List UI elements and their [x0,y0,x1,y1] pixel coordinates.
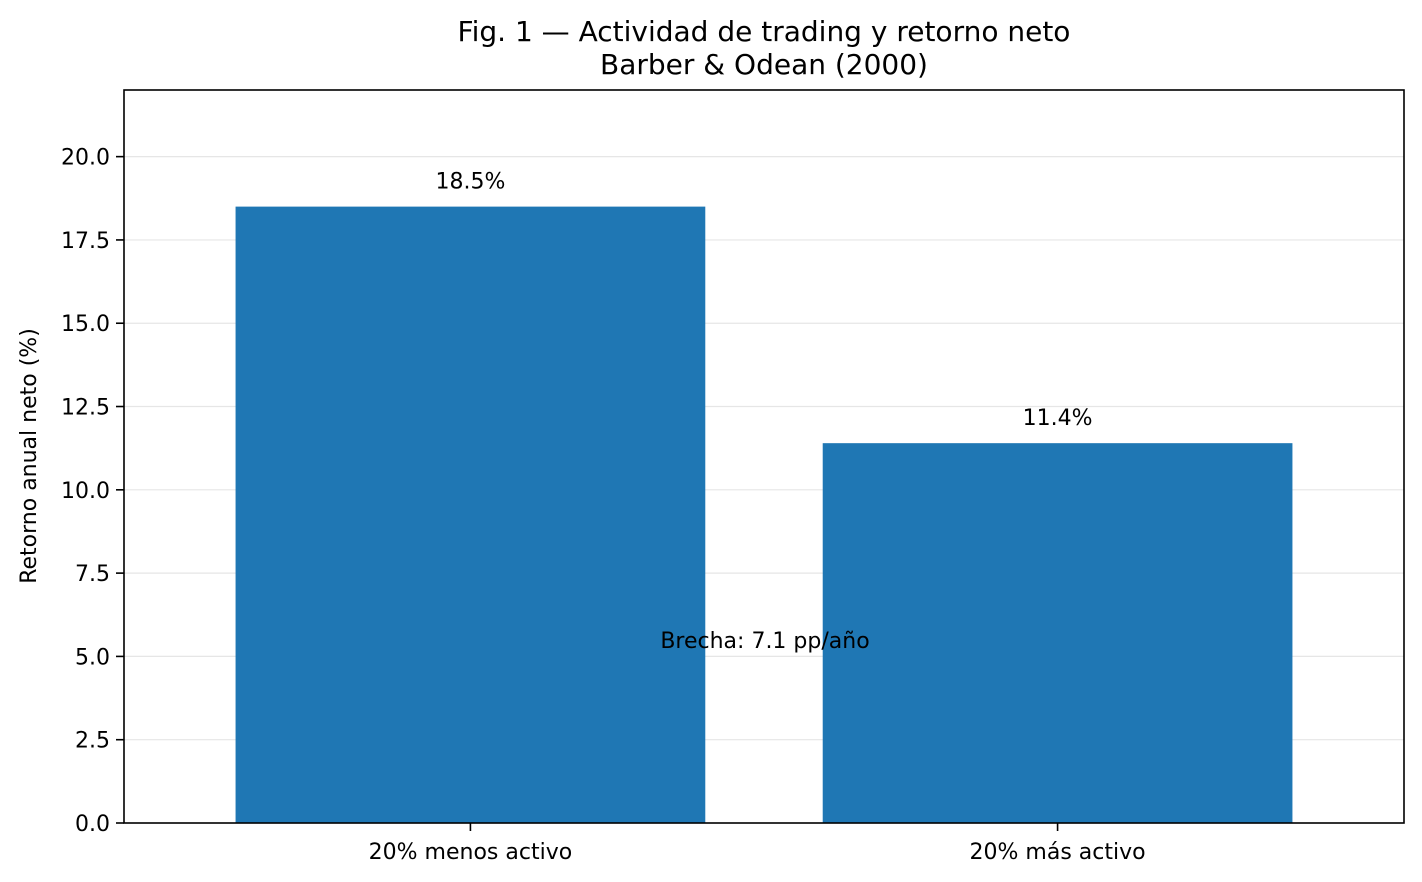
x-tick-label: 20% más activo [970,840,1146,865]
x-tick-label: 20% menos activo [369,840,573,865]
bar-value-label: 11.4% [1023,406,1093,431]
y-tick-label: 15.0 [61,312,110,337]
x-axis: 20% menos activo 20% más activo [369,823,1146,865]
plot-frame [123,89,1405,824]
gap-annotation: Brecha: 7.1 pp/año [660,629,869,654]
y-tick-label: 7.5 [75,562,110,587]
bar-value-labels: 18.5% 11.4% [435,170,1092,432]
y-tick-label: 2.5 [75,729,110,754]
chart-subtitle: Barber & Odean (2000) [600,48,928,81]
y-tick-label: 5.0 [75,645,110,670]
y-axis-label: Retorno anual neto (%) [17,328,42,584]
bar-value-label: 18.5% [435,170,505,195]
y-tick-label: 12.5 [61,396,110,421]
y-tick-label: 10.0 [61,479,110,504]
bar [235,206,706,823]
chart-title: Fig. 1 — Actividad de trading y retorno … [458,15,1071,48]
y-tick-label: 17.5 [61,229,110,254]
y-axis: 0.0 2.5 5.0 7.5 10.0 12.5 15.0 17.5 20.0 [61,146,124,837]
bars [235,206,1293,823]
bar [822,443,1293,823]
y-tick-label: 20.0 [61,146,110,171]
y-tick-label: 0.0 [75,812,110,837]
